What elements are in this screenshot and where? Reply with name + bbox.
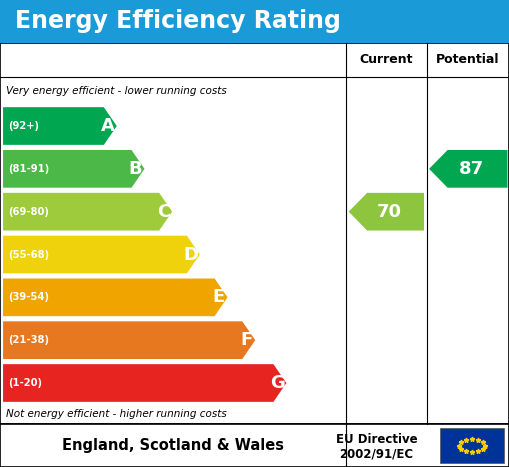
- Text: Energy Efficiency Rating: Energy Efficiency Rating: [15, 9, 341, 34]
- Text: F: F: [240, 331, 252, 349]
- Polygon shape: [3, 321, 255, 359]
- Text: Current: Current: [359, 53, 413, 66]
- Text: Not energy efficient - higher running costs: Not energy efficient - higher running co…: [6, 409, 227, 419]
- Polygon shape: [429, 150, 507, 188]
- Text: C: C: [157, 203, 170, 221]
- Text: A: A: [101, 117, 115, 135]
- Text: (21-38): (21-38): [8, 335, 49, 345]
- Text: (81-91): (81-91): [8, 164, 49, 174]
- Text: G: G: [270, 374, 285, 392]
- Text: England, Scotland & Wales: England, Scotland & Wales: [62, 438, 284, 453]
- Polygon shape: [3, 236, 200, 273]
- Polygon shape: [3, 193, 172, 231]
- Bar: [0, 424, 509, 467]
- Polygon shape: [3, 107, 117, 145]
- Polygon shape: [3, 278, 228, 316]
- Text: 70: 70: [377, 203, 402, 221]
- Text: Potential: Potential: [436, 53, 499, 66]
- Text: EU Directive: EU Directive: [336, 433, 417, 446]
- Text: (39-54): (39-54): [8, 292, 49, 302]
- Text: (1-20): (1-20): [8, 378, 42, 388]
- Text: 87: 87: [459, 160, 484, 178]
- Text: B: B: [129, 160, 143, 178]
- Polygon shape: [349, 193, 424, 231]
- Bar: [0, 43, 509, 424]
- Polygon shape: [3, 150, 145, 188]
- Text: (69-80): (69-80): [8, 207, 48, 217]
- Text: Very energy efficient - lower running costs: Very energy efficient - lower running co…: [6, 85, 227, 96]
- Text: 2002/91/EC: 2002/91/EC: [340, 447, 414, 460]
- Bar: [440, 428, 504, 463]
- Text: E: E: [213, 288, 225, 306]
- Polygon shape: [3, 364, 287, 402]
- Bar: [0, 0, 509, 43]
- Text: (55-68): (55-68): [8, 249, 49, 260]
- Text: (92+): (92+): [8, 121, 39, 131]
- Text: D: D: [183, 246, 199, 263]
